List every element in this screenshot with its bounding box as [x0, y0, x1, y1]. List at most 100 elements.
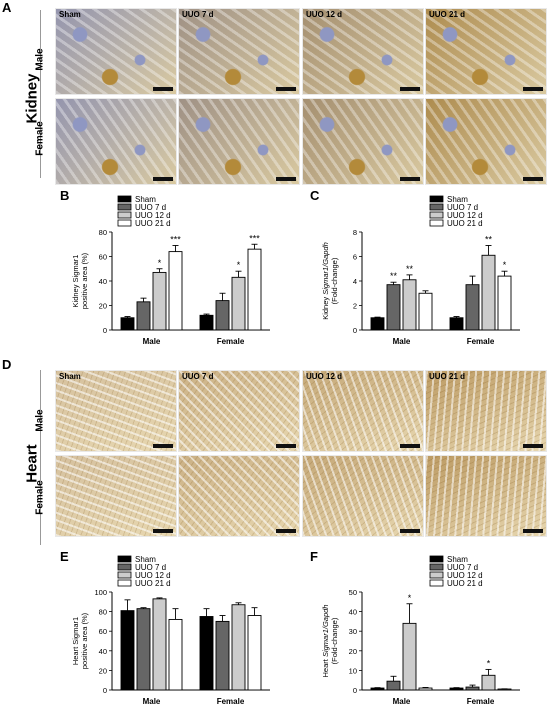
- kidney-micrograph-male-3: UUO 21 d: [425, 8, 547, 95]
- kidney-micrograph-female-1: [178, 98, 300, 185]
- y-tick-label: 10: [349, 666, 357, 675]
- legend-label: UUO 21 d: [447, 579, 483, 588]
- bar: [497, 275, 512, 331]
- scale-bar: [276, 444, 296, 448]
- heart-row-label-male: Male: [34, 409, 46, 432]
- x-category-label: Female: [467, 337, 495, 346]
- heart-column-title: UUO 21 d: [429, 372, 466, 381]
- y-axis-label: positive area (%): [80, 612, 89, 669]
- scale-bar: [523, 529, 543, 533]
- heart-micrograph-female-3: [425, 455, 547, 537]
- heart-micrograph-female-2: [302, 455, 424, 537]
- y-axis-label: Heart Sigmar1/Gapdh: [321, 605, 330, 678]
- significance-marker: *: [487, 658, 491, 668]
- legend-label: UUO 12 d: [447, 571, 483, 580]
- bar: [418, 292, 433, 331]
- legend-swatch: [429, 211, 444, 219]
- kidney-column-title: UUO 12 d: [306, 10, 343, 19]
- bar: [199, 616, 214, 691]
- legend-swatch: [117, 195, 132, 203]
- significance-marker: **: [390, 271, 398, 281]
- scale-bar: [523, 87, 543, 91]
- scale-bar: [153, 177, 173, 181]
- scale-bar: [400, 529, 420, 533]
- y-axis-label: Kidney Sigmar1: [71, 255, 80, 308]
- significance-marker: **: [485, 234, 493, 244]
- bar: [386, 284, 401, 331]
- scale-bar: [523, 177, 543, 181]
- x-category-label: Male: [143, 697, 161, 706]
- y-axis-label: (Fold-change): [330, 617, 339, 664]
- y-tick-label: 40: [99, 277, 107, 286]
- y-tick-label: 60: [99, 627, 107, 636]
- legend-label: Sham: [135, 555, 156, 564]
- bar: [481, 674, 496, 691]
- bar: [386, 680, 401, 691]
- legend-swatch: [117, 555, 132, 563]
- legend-label: UUO 21 d: [447, 219, 483, 228]
- legend-swatch: [117, 579, 132, 587]
- heart-micrograph-female-0: [55, 455, 177, 537]
- bar: [120, 610, 135, 691]
- legend-label: UUO 7 d: [135, 563, 166, 572]
- y-tick-label: 8: [353, 228, 357, 237]
- kidney-micrograph-female-3: [425, 98, 547, 185]
- bar: [215, 300, 230, 331]
- heart-micrograph-male-1: UUO 7 d: [178, 370, 300, 452]
- bar: [402, 279, 417, 331]
- y-tick-label: 80: [99, 608, 107, 617]
- legend-swatch: [117, 211, 132, 219]
- scale-bar: [400, 444, 420, 448]
- significance-marker: *: [158, 258, 162, 268]
- scale-bar: [276, 177, 296, 181]
- bar: [247, 615, 262, 691]
- scale-bar: [276, 87, 296, 91]
- y-tick-label: 0: [353, 686, 357, 695]
- panel-label-e: E: [60, 549, 69, 564]
- y-axis-label: positive area (%): [80, 252, 89, 309]
- bar: [152, 598, 167, 691]
- significance-marker: *: [237, 260, 241, 270]
- y-tick-label: 2: [353, 302, 357, 311]
- y-tick-label: 100: [94, 588, 107, 597]
- legend-label: UUO 21 d: [135, 219, 171, 228]
- heart-divider: [40, 370, 41, 545]
- kidney-micrograph-female-0: [55, 98, 177, 185]
- heart-row-label-female: Female: [34, 480, 46, 515]
- heart-column-title: UUO 12 d: [306, 372, 343, 381]
- legend-swatch: [429, 563, 444, 571]
- panel-label-b: B: [60, 188, 70, 203]
- significance-marker: ***: [249, 233, 260, 243]
- bar: [136, 301, 151, 331]
- bar: [449, 317, 464, 331]
- bar: [465, 284, 480, 331]
- bar: [168, 251, 183, 331]
- legend-label: UUO 21 d: [135, 579, 171, 588]
- scale-bar: [400, 177, 420, 181]
- heart-micrograph-male-3: UUO 21 d: [425, 370, 547, 452]
- y-tick-label: 20: [99, 666, 107, 675]
- kidney-divider: [40, 10, 41, 178]
- x-category-label: Female: [217, 337, 245, 346]
- kidney-micrograph-male-2: UUO 12 d: [302, 8, 424, 95]
- legend-swatch: [429, 555, 444, 563]
- kidney-row-label-female: Female: [34, 121, 46, 156]
- kidney-column-title: UUO 21 d: [429, 10, 466, 19]
- bar: [168, 618, 183, 691]
- kidney-micrograph-male-0: Sham: [55, 8, 177, 95]
- legend-swatch: [429, 203, 444, 211]
- y-tick-label: 6: [353, 253, 357, 262]
- heart-column-title: UUO 7 d: [182, 372, 214, 381]
- bar: [231, 276, 246, 331]
- y-tick-label: 30: [349, 627, 357, 636]
- y-tick-label: 0: [353, 326, 357, 335]
- kidney-micrograph-male-1: UUO 7 d: [178, 8, 300, 95]
- heart-micrograph-male-0: Sham: [55, 370, 177, 452]
- legend-label: UUO 7 d: [447, 203, 478, 212]
- panel-label-d: D: [2, 357, 12, 372]
- y-axis-label: Heart Sigmar1: [71, 617, 80, 665]
- bar: [370, 317, 385, 331]
- x-category-label: Male: [393, 697, 411, 706]
